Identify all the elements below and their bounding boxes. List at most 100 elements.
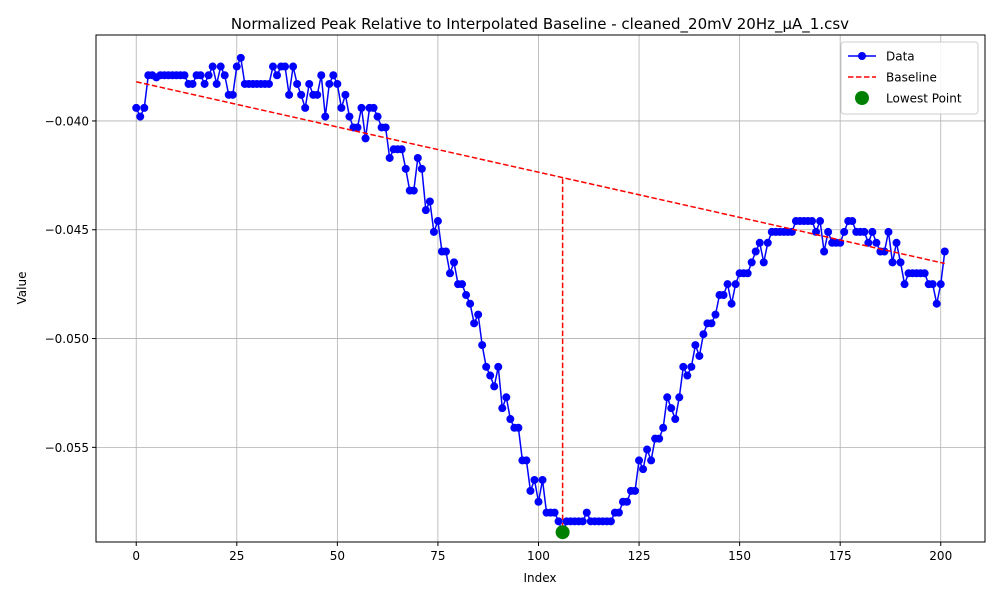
data-point — [136, 112, 145, 121]
data-point — [409, 186, 418, 195]
data-point — [872, 238, 881, 247]
data-point — [848, 217, 857, 226]
data-point — [180, 71, 189, 80]
data-point — [900, 280, 909, 289]
data-point — [289, 62, 298, 71]
data-point — [860, 227, 869, 236]
x-tick-label: 0 — [132, 549, 140, 563]
x-axis-ticks: 0 25 50 75 100 125 150 175 200 — [132, 542, 952, 563]
data-point — [820, 247, 829, 256]
data-point — [140, 103, 149, 112]
x-tick-label: 50 — [330, 549, 345, 563]
legend-lowest-marker — [855, 91, 869, 105]
data-point — [659, 423, 668, 432]
data-point — [731, 280, 740, 289]
data-point — [345, 112, 354, 121]
data-point — [707, 319, 716, 328]
data-point — [458, 280, 467, 289]
axes-frame — [95, 34, 986, 543]
data-point — [763, 238, 772, 247]
data-point — [200, 79, 209, 88]
data-point — [353, 123, 362, 132]
data-point — [743, 269, 752, 278]
data-point — [534, 497, 543, 506]
data-point — [474, 310, 483, 319]
data-point — [228, 90, 237, 99]
x-tick-label: 100 — [527, 549, 550, 563]
data-point — [647, 456, 656, 465]
data-point — [631, 486, 640, 495]
data-point — [466, 299, 475, 308]
data-point — [425, 197, 434, 206]
data-point — [691, 341, 700, 350]
data-point — [655, 434, 664, 443]
data-point — [188, 79, 197, 88]
data-point — [554, 517, 563, 526]
data-point — [397, 145, 406, 154]
data-point — [381, 123, 390, 132]
data-point — [614, 508, 623, 517]
data-point — [216, 62, 225, 71]
data-point — [486, 371, 495, 380]
data-point — [671, 415, 680, 424]
data-point — [639, 465, 648, 474]
data-point — [369, 103, 378, 112]
x-tick-label: 150 — [728, 549, 751, 563]
data-point — [305, 79, 314, 88]
data-point — [920, 269, 929, 278]
data-point — [441, 247, 450, 256]
data-point — [582, 508, 591, 517]
data-point — [502, 393, 511, 402]
data-point — [482, 362, 491, 371]
data-point — [667, 404, 676, 413]
data-point — [526, 486, 535, 495]
data-point — [550, 508, 559, 517]
data-point — [341, 90, 350, 99]
data-point — [433, 217, 442, 226]
legend-box — [840, 41, 979, 115]
data-point — [220, 71, 229, 80]
data-point — [808, 217, 817, 226]
y-tick-label: −0.050 — [45, 332, 89, 346]
data-point — [301, 103, 310, 112]
data-point — [317, 71, 326, 80]
y-axis-ticks: −0.055 −0.050 −0.045 −0.040 — [45, 114, 96, 455]
legend-data-label: Data — [886, 50, 915, 64]
grid — [96, 35, 985, 542]
x-axis-label: Index — [523, 571, 556, 585]
data-point — [212, 79, 221, 88]
data-point — [337, 103, 346, 112]
data-point — [285, 90, 294, 99]
lowest-point-marker — [555, 525, 570, 540]
data-point — [840, 227, 849, 236]
data-point — [755, 238, 764, 247]
data-point — [514, 423, 523, 432]
data-point — [445, 269, 454, 278]
data-point — [578, 517, 587, 526]
data-point — [864, 238, 873, 247]
plot-area — [132, 53, 949, 540]
data-point — [281, 62, 290, 71]
data-point — [687, 362, 696, 371]
data-point — [711, 310, 720, 319]
data-point — [816, 217, 825, 226]
x-tick-label: 175 — [829, 549, 852, 563]
data-point — [421, 206, 430, 215]
data-point — [606, 517, 615, 526]
data-point — [313, 90, 322, 99]
data-point — [896, 258, 905, 267]
data-point — [663, 393, 672, 402]
data-point — [450, 258, 459, 267]
data-point — [530, 475, 539, 484]
data-point — [932, 299, 941, 308]
y-tick-label: −0.040 — [45, 114, 89, 128]
data-point — [385, 153, 394, 162]
chart-title: Normalized Peak Relative to Interpolated… — [231, 15, 849, 34]
data-point — [538, 475, 547, 484]
data-point — [888, 258, 897, 267]
data-point — [417, 164, 426, 173]
baseline-line — [136, 81, 945, 265]
data-point — [297, 90, 306, 99]
